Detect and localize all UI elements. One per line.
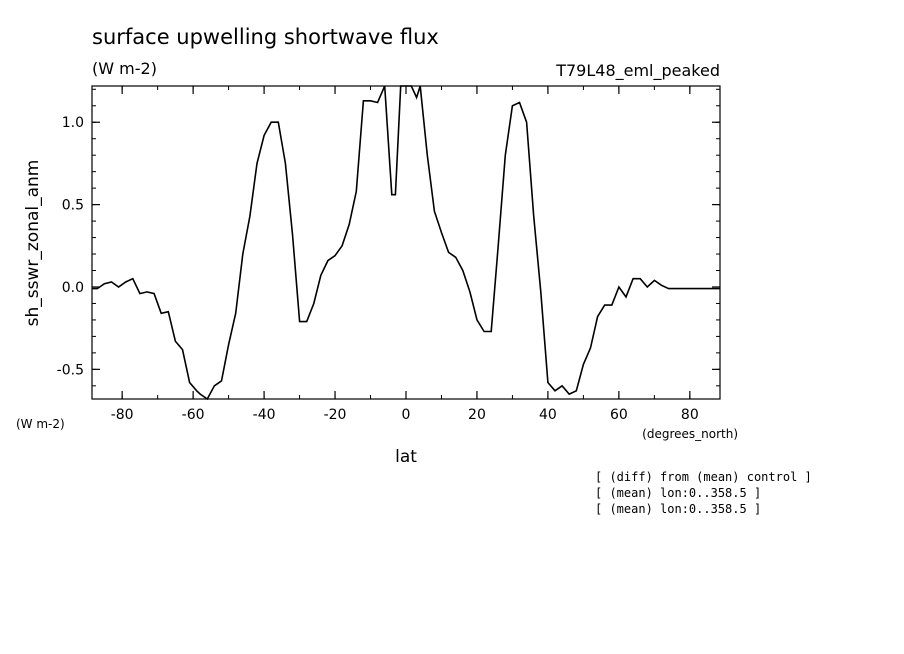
x-units-label: (degrees_north) [642, 427, 738, 441]
x-tick-label: -80 [111, 407, 134, 423]
y-tick-label: 0.0 [62, 280, 84, 296]
note-line-1: [ (diff) from (mean) control ] [595, 470, 812, 484]
plot-frame [91, 85, 721, 400]
note-line-3: [ (mean) lon:0..358.5 ] [595, 502, 761, 516]
y-units-label: (W m-2) [16, 417, 65, 431]
run-label: T79L48_eml_peaked [555, 61, 720, 81]
series-line [92, 85, 720, 401]
minor-ticks [92, 86, 720, 399]
note-line-2: [ (mean) lon:0..358.5 ] [595, 486, 761, 500]
chart-title: surface upwelling shortwave flux [92, 25, 439, 49]
x-axis-label: lat [395, 447, 417, 467]
x-tick-label: -20 [324, 407, 347, 423]
x-tick-label: -60 [182, 407, 205, 423]
x-tick-label: 80 [681, 407, 699, 423]
chart-units: (W m-2) [92, 59, 157, 78]
x-tick-label: 0 [402, 407, 411, 423]
x-tick-label: 40 [539, 407, 557, 423]
y-tick-label: 1.0 [62, 115, 84, 131]
x-tick-label: 20 [468, 407, 486, 423]
x-tick-label: -40 [253, 407, 276, 423]
y-tick-label: 0.5 [62, 198, 84, 214]
y-axis: -0.5 0.0 0.5 1.0 [57, 115, 720, 378]
x-axis: -80 -60 -40 -20 0 20 40 60 80 [111, 86, 699, 423]
x-tick-label: 60 [610, 407, 628, 423]
y-tick-label: -0.5 [57, 362, 84, 378]
y-axis-label: sh_sswr_zonal_anm [23, 160, 43, 327]
